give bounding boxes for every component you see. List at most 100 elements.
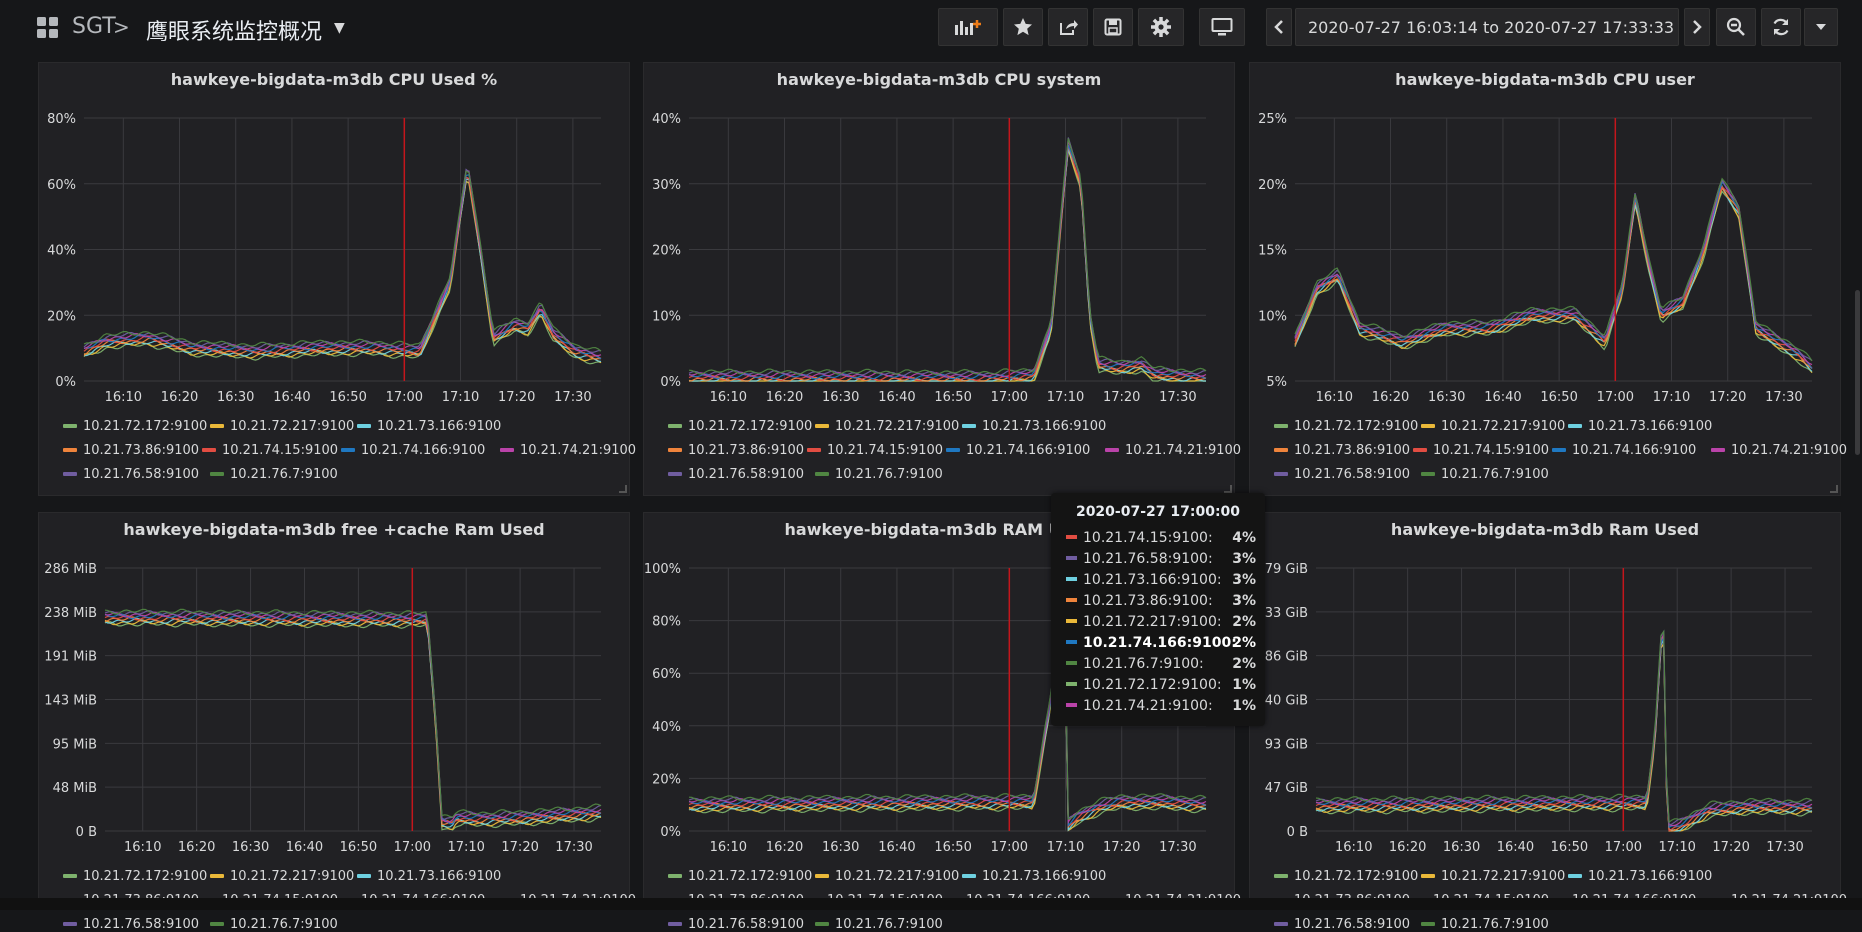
legend-item[interactable]: 10.21.74.21:9100 (1711, 443, 1847, 458)
y-tick-label: 186 GiB (1256, 650, 1308, 665)
y-tick-label: 48 MiB (53, 781, 97, 796)
graph-panel[interactable]: hawkeye-bigdata-m3db CPU system 0% 10% 20% 3… (643, 62, 1241, 497)
legend-item[interactable]: 10.21.72.172:9100 (668, 419, 812, 434)
legend-item[interactable]: 10.21.74.166:9100 (1552, 443, 1696, 458)
add-panel-button[interactable] (938, 8, 998, 46)
legend-item[interactable]: 10.21.76.58:9100 (1274, 917, 1410, 932)
legend-swatch (668, 471, 682, 476)
x-tick-label: 17:10 (1047, 390, 1084, 405)
legend-label: 10.21.76.7:9100 (230, 917, 338, 932)
legend-item[interactable]: 10.21.74.15:9100 (202, 443, 338, 458)
refresh-interval-dropdown[interactable] (1804, 8, 1838, 46)
panel-title[interactable]: hawkeye-bigdata-m3db free +cache Ram Use… (123, 520, 545, 539)
legend-item[interactable]: 10.21.76.7:9100 (210, 917, 338, 932)
legend-swatch (210, 423, 224, 428)
legend-item[interactable]: 10.21.72.172:9100 (1274, 869, 1418, 884)
legend-item[interactable]: 10.21.76.7:9100 (1421, 467, 1549, 482)
legend-item[interactable]: 10.21.76.58:9100 (63, 467, 199, 482)
x-tick-label: 16:40 (1484, 390, 1521, 405)
panel-resize-handle[interactable] (619, 485, 627, 493)
legend-item[interactable]: 10.21.72.217:9100 (815, 419, 959, 434)
panel-title[interactable]: hawkeye-bigdata-m3db CPU user (1395, 70, 1695, 89)
star-button[interactable] (1003, 8, 1043, 46)
x-tick-label: 16:20 (178, 840, 215, 855)
legend-item[interactable]: 10.21.76.58:9100 (668, 917, 804, 932)
legend-label: 10.21.72.217:9100 (230, 869, 355, 884)
caret-down-icon[interactable]: ▼ (334, 20, 345, 36)
save-button[interactable] (1093, 8, 1133, 46)
legend-item[interactable]: 10.21.76.7:9100 (815, 917, 943, 932)
settings-button[interactable] (1138, 8, 1184, 46)
refresh-button[interactable] (1761, 8, 1801, 46)
page-scrollbar[interactable] (1855, 290, 1860, 455)
graph-plot[interactable]: 0% 20% 40% 60% 80% 16:10 16:20 16:30 16:40 16:50 1… (39, 63, 631, 497)
graph-plot[interactable]: 0% 10% 20% 30% 40% 16:10 16:20 16:30 16:40 16:50 1… (644, 63, 1236, 497)
legend-swatch (1568, 423, 1582, 428)
share-icon (1060, 20, 1078, 35)
legend-item[interactable]: 10.21.72.172:9100 (1274, 419, 1418, 434)
graph-plot[interactable]: 0 B 48 MiB 95 MiB 143 MiB 191 MiB 238 MiB 286 … (39, 513, 631, 911)
panel-title[interactable]: hawkeye-bigdata-m3db Ram Used (1390, 520, 1700, 539)
tooltip-value: 1% (1232, 698, 1256, 714)
dashboard-title[interactable]: 鹰眼系统监控概况 (146, 20, 323, 45)
panel-title[interactable]: hawkeye-bigdata-m3db CPU Used % (170, 70, 498, 89)
legend-item[interactable]: 10.21.76.58:9100 (668, 467, 804, 482)
legend-item[interactable]: 10.21.76.58:9100 (1274, 467, 1410, 482)
series-line (83, 176, 602, 359)
graph-panel[interactable]: hawkeye-bigdata-m3db free +cache Ram Use… (38, 512, 636, 932)
legend-item[interactable]: 10.21.74.21:9100 (1105, 443, 1241, 458)
legend-item[interactable]: 10.21.76.7:9100 (815, 467, 943, 482)
time-forward-button[interactable] (1684, 8, 1710, 46)
legend-item[interactable]: 10.21.72.217:9100 (1421, 419, 1565, 434)
legend-item[interactable]: 10.21.74.15:9100 (807, 443, 943, 458)
tooltip-swatch (1066, 577, 1077, 581)
panel-title[interactable]: hawkeye-bigdata-m3db RAM Used (784, 520, 1094, 539)
legend-item[interactable]: 10.21.73.86:9100 (1274, 443, 1410, 458)
panel-resize-handle[interactable] (1830, 485, 1838, 493)
legend-item[interactable]: 10.21.73.86:9100 (668, 443, 804, 458)
graph-plot[interactable]: 5% 10% 15% 20% 25% 16:10 16:20 16:30 16:40 16:50 1… (1250, 63, 1842, 497)
legend-item[interactable]: 10.21.72.217:9100 (210, 869, 354, 884)
legend-item[interactable]: 10.21.76.7:9100 (1421, 917, 1549, 932)
series-line (104, 614, 602, 825)
legend-item[interactable]: 10.21.72.172:9100 (63, 419, 207, 434)
breadcrumb-folder[interactable]: SGT (72, 14, 116, 39)
dashboard-grid-icon[interactable] (36, 16, 60, 40)
legend-item[interactable]: 10.21.72.172:9100 (63, 869, 207, 884)
legend-item[interactable]: 10.21.74.166:9100 (341, 443, 485, 458)
x-tick-label: 16:30 (1428, 390, 1465, 405)
x-tick-label: 16:50 (1540, 390, 1577, 405)
legend-item[interactable]: 10.21.72.217:9100 (1421, 869, 1565, 884)
legend-item[interactable]: 10.21.73.166:9100 (1568, 869, 1712, 884)
share-button[interactable] (1048, 8, 1088, 46)
legend-label: 10.21.76.7:9100 (1441, 467, 1549, 482)
legend-item[interactable]: 10.21.74.15:9100 (1413, 443, 1549, 458)
time-range-picker[interactable]: 2020-07-27 16:03:14 to 2020-07-27 17:33:… (1295, 8, 1679, 46)
tv-mode-button[interactable] (1199, 8, 1245, 46)
legend-item[interactable]: 10.21.73.166:9100 (1568, 419, 1712, 434)
legend-item[interactable]: 10.21.73.166:9100 (357, 869, 501, 884)
time-back-button[interactable] (1266, 8, 1292, 46)
panel-resize-handle[interactable] (1224, 485, 1232, 493)
panel-title[interactable]: hawkeye-bigdata-m3db CPU system (776, 70, 1102, 89)
graph-panel[interactable]: hawkeye-bigdata-m3db CPU Used % 0% 20% 40% 6… (38, 62, 636, 497)
x-tick-label: 17:00 (991, 840, 1028, 855)
legend-item[interactable]: 10.21.73.166:9100 (962, 869, 1106, 884)
legend-item[interactable]: 10.21.76.7:9100 (210, 467, 338, 482)
legend-item[interactable]: 10.21.76.58:9100 (63, 917, 199, 932)
graph-panel[interactable]: hawkeye-bigdata-m3db CPU user 5% 10% 15% 20%… (1249, 62, 1847, 497)
legend-item[interactable]: 10.21.72.172:9100 (668, 869, 812, 884)
legend-item[interactable]: 10.21.73.166:9100 (962, 419, 1106, 434)
legend-item[interactable]: 10.21.72.217:9100 (815, 869, 959, 884)
legend-label: 10.21.73.86:9100 (1294, 443, 1411, 458)
zoom-out-button[interactable] (1716, 8, 1756, 46)
legend-item[interactable]: 10.21.72.217:9100 (210, 419, 354, 434)
legend-item[interactable]: 10.21.74.166:9100 (946, 443, 1090, 458)
x-tick-label: 17:10 (1653, 390, 1690, 405)
legend-item[interactable]: 10.21.73.166:9100 (357, 419, 501, 434)
series-line (104, 610, 602, 821)
legend-item[interactable]: 10.21.73.86:9100 (63, 443, 199, 458)
legend-item[interactable]: 10.21.74.21:9100 (500, 443, 636, 458)
graph-plot[interactable]: 0 B 47 GiB 93 GiB 140 GiB 186 GiB 233 GiB 279 … (1250, 513, 1842, 911)
graph-panel[interactable]: hawkeye-bigdata-m3db Ram Used 0 B 47 GiB 93… (1249, 512, 1847, 932)
